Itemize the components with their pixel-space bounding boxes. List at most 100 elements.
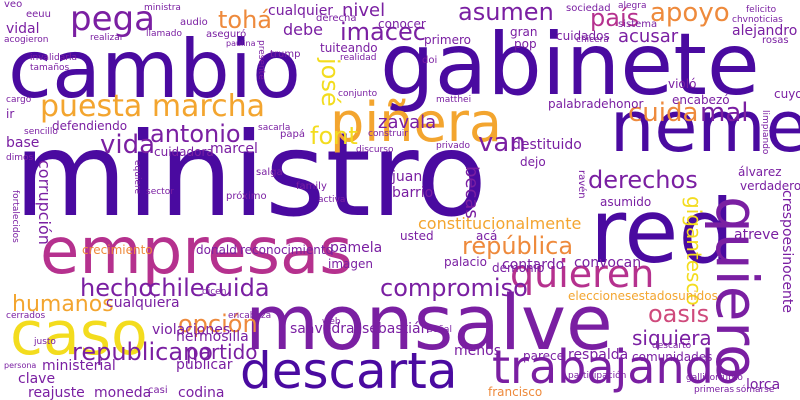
word-siquiera: siquiera xyxy=(632,326,712,350)
word-realidad: realidad xyxy=(340,53,377,63)
word-compromiso: compromiso xyxy=(380,274,528,302)
word-conocer: conocer xyxy=(378,17,426,31)
word-pega: pega xyxy=(70,0,155,39)
word-quieren: quieren xyxy=(510,252,655,296)
word-sacarla: sacarla xyxy=(258,123,291,133)
word-humanos: humanos xyxy=(12,292,114,317)
word-alegra: alegra xyxy=(618,1,647,11)
word-republica: república xyxy=(462,232,574,260)
word-reconocimiento: reconocimiento xyxy=(240,243,333,257)
word-menos: menos xyxy=(454,343,501,359)
word-opcion: opción xyxy=(178,310,258,338)
word-base: base xyxy=(6,135,40,151)
word-zavala: zavala xyxy=(378,112,437,133)
word-tamanos: tamaños xyxy=(30,63,70,73)
word-papa: papá xyxy=(280,129,305,140)
word-gran: gran xyxy=(510,25,538,39)
word-saavedra: saavedra xyxy=(290,321,355,337)
word-llamado: llamado xyxy=(146,29,183,39)
word-realizar: realizar xyxy=(90,33,124,43)
word-violo: violó xyxy=(668,77,697,91)
word-cerrados: cerrados xyxy=(6,311,46,321)
word-descarta: descarta xyxy=(240,342,458,400)
word-asumido: asumido xyxy=(600,195,652,209)
word-clave: clave xyxy=(18,371,56,387)
word-participacion: participación xyxy=(568,371,627,381)
word-ministerial: ministerial xyxy=(42,358,116,374)
word-trabajando: trabajando xyxy=(492,340,742,394)
word-mal: mal xyxy=(700,98,749,128)
word-empresas: empresas xyxy=(40,215,353,289)
word-family: family xyxy=(296,181,327,192)
word-oasis: oasis xyxy=(648,300,710,328)
word-atreve: atreve xyxy=(734,227,780,243)
word-font: font xyxy=(310,122,358,150)
word-apoyo: apoyo xyxy=(650,0,730,28)
word-acogieron: acogieron xyxy=(4,35,49,45)
word-sociedad: sociedad xyxy=(566,3,611,14)
word-alejandro: alejandro xyxy=(732,23,798,39)
word-cargo: cargo xyxy=(6,95,32,105)
word-chilecuida: chilecuida xyxy=(148,274,270,302)
word-caso: caso xyxy=(10,299,148,369)
word-aca: acá xyxy=(476,229,498,243)
word-francisco: francisco xyxy=(488,385,543,399)
word-somarse: sómarse xyxy=(736,385,775,395)
word-imagen: imagen xyxy=(328,257,373,271)
word-neme: neme xyxy=(610,86,800,168)
word-matthei: matthei xyxy=(436,95,472,105)
word-hecho: hecho xyxy=(80,274,154,302)
word-pop: pop xyxy=(514,37,537,51)
word-doi: doi xyxy=(422,55,438,66)
word-crecimiento: crecimiento xyxy=(82,243,153,257)
word-privado: privado xyxy=(436,141,470,151)
word-hermosilla: hermosilla xyxy=(176,329,249,345)
word-corrupcion: corrupción xyxy=(35,160,54,245)
word-asegura: aseguró xyxy=(206,29,247,40)
word-republicano: republicano xyxy=(72,338,213,366)
word-constitucionalmente: constitucionalmente xyxy=(418,214,582,233)
word-cuida: cuida xyxy=(628,98,699,128)
word-limpiando: limpiando xyxy=(760,110,770,155)
word-van: van xyxy=(478,128,526,158)
word-conjunto: conjunto xyxy=(338,89,378,99)
word-palacio: palacio xyxy=(444,255,487,269)
word-vida: vida xyxy=(100,130,156,160)
word-toha: tohá xyxy=(218,6,273,34)
word-pais: país xyxy=(590,4,640,32)
word-gabinete: gabinete xyxy=(380,15,760,115)
word-construir: construir xyxy=(368,129,408,139)
word-nivel: nivel xyxy=(342,0,386,21)
word-persona: persona xyxy=(4,361,37,370)
word-publicar: publicar xyxy=(176,357,233,373)
word-eleccionesestadosunidos: eleccionesestadosunidos xyxy=(568,289,718,303)
word-jose: josé xyxy=(316,58,344,107)
word-lorca: lorca xyxy=(746,377,781,393)
word-proximo: próximo xyxy=(226,191,267,202)
word-cuyo: cuyo xyxy=(774,87,800,101)
word-crespoesinocente: crespoesinocente xyxy=(779,190,795,314)
word-juan: juan xyxy=(392,169,423,185)
word-demonio: demonio xyxy=(492,261,545,275)
word-veo: veo xyxy=(4,0,23,10)
word-paulina: paulina xyxy=(226,39,256,48)
word-dejo: dejo xyxy=(520,155,546,169)
word-dimos: dimos xyxy=(6,153,34,163)
word-chvnoticias: chvnoticias xyxy=(732,15,783,25)
word-primeras: primeras xyxy=(694,385,735,395)
word-sistema: sistema xyxy=(618,19,658,30)
word-convocan: convocan xyxy=(574,255,642,271)
word-equiere: equiere xyxy=(132,160,142,195)
word-antonio: antonio xyxy=(150,120,241,148)
word-usted: usted xyxy=(400,229,434,243)
word-felicito: felicito xyxy=(746,5,777,15)
word-acusar: acusar xyxy=(618,26,679,47)
word-cambio: cambio xyxy=(8,23,301,116)
word-moneda: moneda xyxy=(94,385,152,400)
word-debe: debe xyxy=(283,20,323,39)
word-sector: sector xyxy=(146,187,174,197)
word-alvarez: álvarez xyxy=(738,165,782,179)
word-gallicorrupto: gallicorrupto xyxy=(686,373,743,383)
word-invalidarla: invalidarla xyxy=(30,53,77,63)
word-encabezo: encabezó xyxy=(672,93,730,107)
